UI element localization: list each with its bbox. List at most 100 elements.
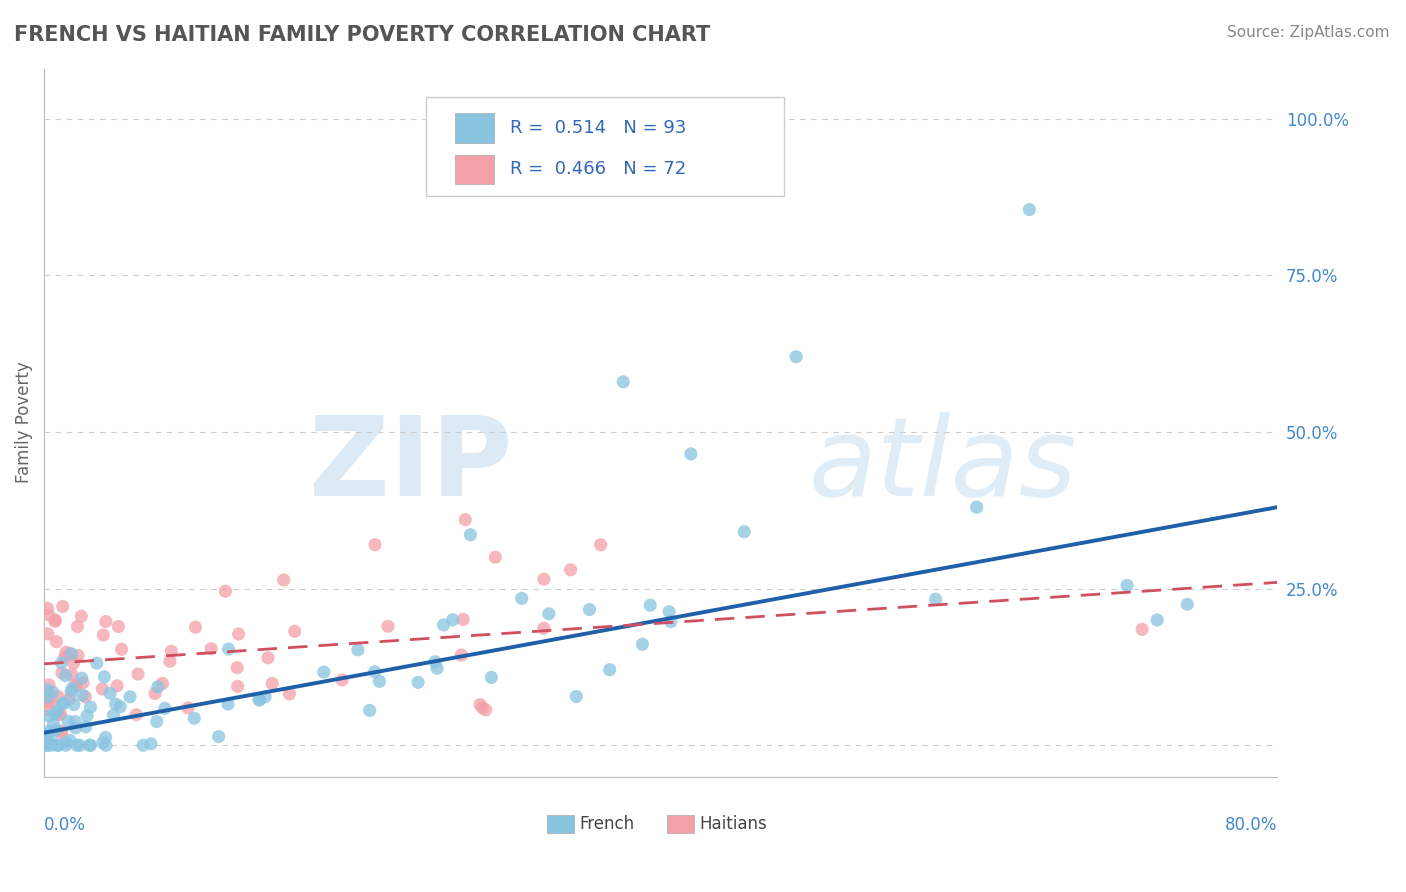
Point (63, 698, 86, 712)
Point (51, 697, 73, 711)
Point (39, 739, 62, 753)
Point (48, 707, 70, 722)
Point (49, 724, 72, 739)
Point (38, 724, 60, 739)
Point (363, 665, 385, 679)
Point (659, 615, 682, 629)
Point (451, 612, 474, 626)
Point (38, 678, 60, 692)
Point (565, 690, 588, 704)
Point (638, 598, 661, 612)
Point (120, 690, 142, 704)
Point (91, 628, 114, 642)
Point (533, 572, 555, 586)
Point (475, 703, 498, 717)
Point (69, 739, 91, 753)
Point (226, 661, 249, 675)
Point (406, 675, 429, 690)
Point (79, 700, 101, 714)
Point (94, 615, 117, 629)
Point (38, 607, 60, 622)
Point (312, 665, 335, 679)
Point (132, 739, 155, 753)
Point (105, 679, 128, 693)
Point (966, 500, 988, 515)
Point (254, 690, 277, 704)
Point (468, 698, 491, 712)
Text: R =  0.514   N = 93: R = 0.514 N = 93 (510, 119, 686, 137)
Point (44, 707, 66, 722)
Point (631, 637, 654, 651)
Point (65, 678, 87, 692)
Point (56, 714, 79, 729)
Point (35, 728, 58, 742)
Point (38, 692, 60, 706)
Point (471, 701, 494, 715)
Point (91, 681, 114, 696)
Point (177, 701, 200, 715)
Point (70, 671, 93, 685)
Point (679, 447, 702, 461)
Point (1130, 623, 1153, 637)
Point (75, 720, 97, 734)
Point (86, 656, 108, 670)
Text: 80.0%: 80.0% (1225, 815, 1278, 833)
Point (560, 563, 582, 577)
Point (377, 619, 399, 633)
Point (359, 703, 381, 717)
Point (45, 634, 67, 648)
Point (612, 375, 634, 389)
Point (450, 648, 472, 662)
Point (110, 699, 132, 714)
Point (51, 725, 73, 739)
Point (143, 686, 166, 700)
Point (37, 736, 59, 750)
Text: French: French (579, 815, 634, 833)
Point (1175, 597, 1198, 611)
Point (510, 591, 533, 606)
Point (160, 644, 183, 658)
Point (37, 601, 59, 615)
Point (49, 707, 72, 722)
Point (91, 736, 114, 750)
Text: Haitians: Haitians (699, 815, 766, 833)
Point (1116, 578, 1139, 592)
Point (39, 730, 62, 744)
Point (484, 550, 506, 565)
Text: ZIP: ZIP (309, 411, 513, 518)
Text: R =  0.466   N = 72: R = 0.466 N = 72 (510, 161, 686, 178)
Point (35, 682, 58, 697)
Point (257, 650, 280, 665)
Point (46, 739, 69, 753)
Point (55, 739, 77, 753)
Point (66, 679, 89, 693)
Point (145, 714, 167, 729)
Point (330, 673, 353, 687)
Point (66, 619, 89, 633)
Point (35, 696, 58, 710)
Point (59, 733, 82, 747)
Point (37, 690, 59, 704)
Point (55, 645, 77, 659)
Point (46, 739, 69, 753)
Point (479, 670, 502, 684)
Point (59, 647, 82, 661)
Point (60, 685, 83, 699)
Point (55, 735, 77, 749)
Point (284, 624, 307, 639)
Point (55, 668, 77, 682)
Point (79, 739, 101, 753)
Point (262, 676, 284, 690)
Point (52, 599, 75, 614)
Point (51, 665, 73, 680)
Point (228, 627, 250, 641)
Point (70, 609, 93, 624)
Point (60, 681, 83, 696)
Point (217, 642, 239, 657)
Point (423, 655, 446, 669)
Point (217, 697, 239, 711)
Text: 0.0%: 0.0% (44, 815, 86, 833)
Point (44, 613, 66, 627)
Point (44, 614, 66, 628)
Point (67, 648, 90, 663)
